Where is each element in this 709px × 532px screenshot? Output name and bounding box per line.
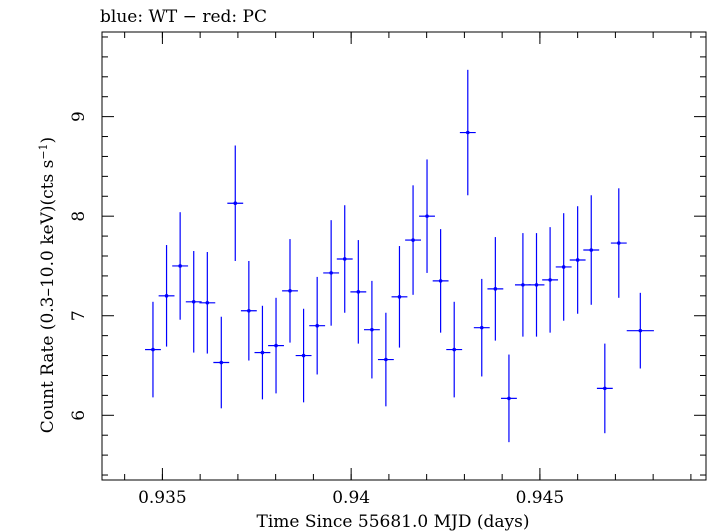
y-tick-label: 6 — [69, 410, 89, 421]
data-point — [542, 227, 559, 333]
data-marker — [603, 386, 607, 391]
data-marker — [493, 287, 498, 291]
data-marker — [507, 396, 511, 401]
data-marker — [452, 347, 457, 352]
plot-frame — [101, 31, 707, 481]
data-point — [473, 278, 490, 377]
data-marker — [411, 238, 415, 242]
y-tick-label: 9 — [69, 111, 89, 122]
y-axis-label: Count Rate (0.3–10.0 keV)(cts s−1) — [37, 137, 59, 433]
data-marker — [575, 258, 580, 262]
data-point — [323, 220, 340, 326]
data-marker — [616, 241, 621, 245]
data-marker — [164, 294, 169, 298]
y-axis-label-superscript: −1 — [37, 143, 50, 159]
y-tick-label: 8 — [69, 211, 89, 222]
data-point — [185, 251, 202, 353]
data-point — [501, 354, 517, 443]
data-series — [145, 69, 654, 443]
data-point — [596, 343, 613, 434]
chart-title: blue: WT − red: PC — [100, 7, 267, 27]
data-point — [419, 159, 435, 273]
data-point — [432, 229, 449, 333]
data-point — [295, 308, 312, 403]
data-marker — [288, 289, 292, 293]
data-marker — [301, 353, 306, 358]
data-point — [240, 260, 257, 361]
data-marker — [638, 328, 643, 333]
y-tick-label: 7 — [69, 310, 89, 321]
data-marker — [370, 327, 374, 332]
data-point — [583, 195, 600, 305]
x-tick-label: 0.945 — [516, 488, 565, 508]
data-marker — [178, 264, 182, 268]
data-point — [254, 305, 271, 400]
data-point — [199, 252, 216, 354]
x-axis-label: Time Since 55681.0 MJD (days) — [257, 512, 530, 532]
x-axis: 0.935 0.94 0.945 — [124, 32, 692, 508]
data-point — [377, 312, 394, 407]
data-marker — [233, 201, 238, 206]
x-tick-label: 0.94 — [332, 488, 370, 508]
data-marker — [479, 325, 484, 330]
data-marker — [438, 279, 443, 283]
data-point — [158, 245, 175, 347]
data-marker — [534, 283, 539, 287]
data-marker — [315, 323, 319, 328]
x-tick-label: 0.935 — [138, 488, 187, 508]
data-marker — [247, 308, 251, 313]
data-point — [514, 233, 531, 337]
data-point — [145, 301, 161, 398]
data-point — [282, 239, 298, 343]
data-marker — [191, 299, 196, 304]
data-point — [626, 292, 654, 369]
data-point — [213, 316, 230, 409]
data-marker — [589, 248, 594, 252]
y-axis: 6 7 8 9 — [69, 36, 706, 476]
data-point — [172, 212, 189, 320]
y-axis-label-main: Count Rate (0.3–10.0 keV)(cts s — [38, 160, 58, 434]
data-point — [309, 276, 326, 375]
data-marker — [465, 130, 470, 135]
data-marker — [260, 350, 265, 355]
data-marker — [397, 295, 402, 299]
data-marker — [561, 265, 566, 269]
data-point — [569, 206, 586, 314]
data-point — [391, 246, 408, 348]
data-point — [268, 297, 284, 394]
data-marker — [274, 343, 278, 348]
y-axis-label-end: ) — [38, 137, 58, 144]
data-marker — [329, 271, 333, 275]
data-marker — [548, 278, 552, 282]
data-point — [610, 188, 627, 298]
data-point — [336, 205, 353, 313]
data-marker — [219, 360, 224, 365]
data-marker — [521, 283, 525, 287]
data-point — [363, 280, 380, 379]
data-point — [405, 185, 421, 295]
data-marker — [342, 257, 347, 261]
data-point — [528, 233, 545, 337]
data-marker — [356, 290, 361, 294]
data-point — [459, 69, 476, 196]
data-marker — [425, 214, 429, 218]
data-marker — [384, 357, 388, 362]
data-marker — [205, 300, 210, 305]
data-point — [350, 240, 367, 344]
data-marker — [151, 347, 155, 352]
data-point — [227, 145, 244, 261]
data-point — [555, 213, 572, 321]
data-point — [487, 237, 504, 341]
data-point — [446, 301, 463, 398]
